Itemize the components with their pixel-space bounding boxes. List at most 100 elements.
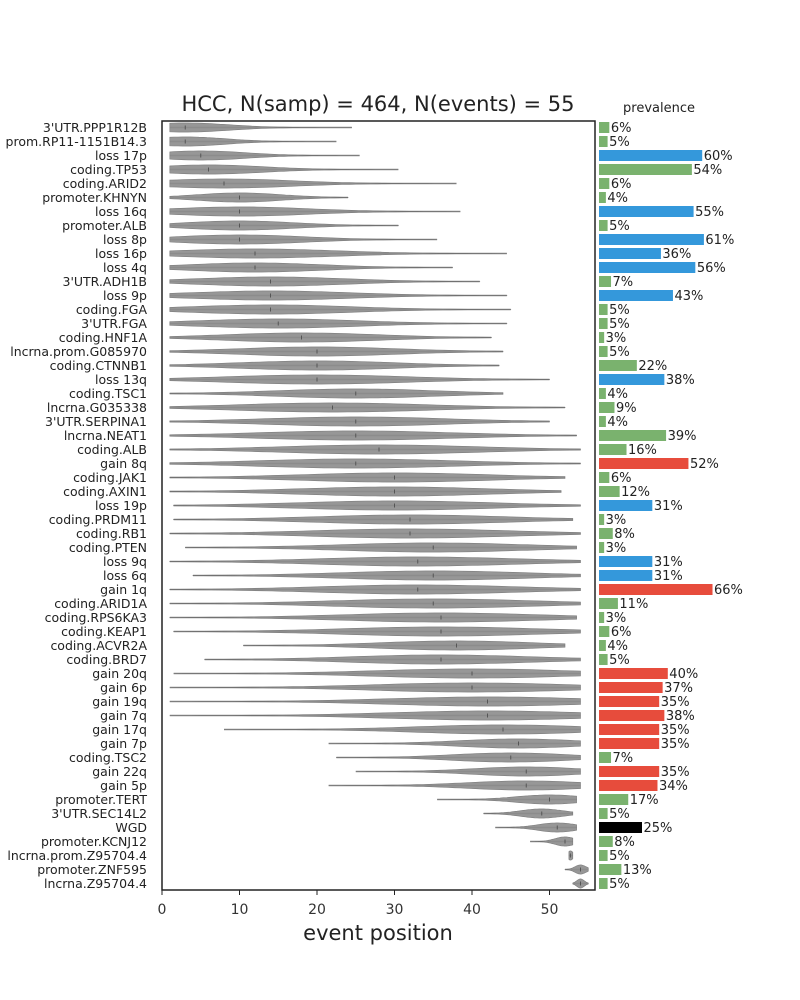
event-label: loss 4q: [103, 260, 147, 275]
prevalence-bar: [599, 234, 704, 245]
event-label: gain 22q: [92, 764, 147, 779]
prevalence-bar: [599, 262, 696, 273]
prevalence-bar: [599, 668, 668, 679]
prevalence-label: 4%: [607, 415, 628, 430]
prevalence-label: 4%: [607, 639, 628, 654]
violin-body: [169, 234, 438, 245]
violin-body: [169, 360, 500, 371]
prevalence-bar: [599, 584, 713, 595]
prevalence-bar: [599, 458, 689, 469]
prevalence-bar: [599, 150, 703, 161]
prevalence-label: 12%: [621, 485, 650, 500]
prevalence-label: 35%: [661, 723, 690, 738]
x-tick-label: 10: [231, 902, 249, 918]
event-label: promoter.TERT: [55, 792, 147, 807]
event-label: lncrna.G035338: [47, 400, 147, 415]
prevalence-bar: [599, 430, 667, 441]
prevalence-bar: [599, 626, 610, 637]
event-label: gain 5p: [100, 778, 147, 793]
prevalence-bar: [599, 290, 673, 301]
prevalence-bar: [599, 248, 661, 259]
violin-body: [169, 430, 577, 441]
event-label: promoter.ZNF595: [37, 862, 147, 877]
prevalence-label: 31%: [654, 499, 683, 514]
prevalence-bar: [599, 570, 653, 581]
prevalence-bar: [599, 710, 665, 721]
prevalence-label: 35%: [661, 695, 690, 710]
prevalence-label: 3%: [606, 513, 627, 528]
prevalence-label: 16%: [628, 443, 657, 458]
prevalence-bar: [599, 598, 618, 609]
prevalence-label: 5%: [609, 303, 630, 318]
violin-body: [483, 808, 574, 819]
event-label: WGD: [115, 820, 147, 835]
event-label: loss 9q: [103, 554, 147, 569]
prevalence-label: 40%: [669, 667, 698, 682]
prevalence-bar: [599, 276, 612, 287]
prevalence-label: 25%: [644, 821, 673, 836]
violin-body: [169, 374, 550, 385]
prevalence-label: 3%: [606, 331, 627, 346]
violin-body: [355, 766, 581, 777]
prevalence-label: 37%: [664, 681, 693, 696]
violin-body: [169, 220, 399, 231]
prevalence-label: 31%: [654, 555, 683, 570]
prevalence-bar: [599, 360, 637, 371]
prevalence-label: 11%: [619, 597, 648, 612]
violin-body: [169, 710, 581, 721]
prevalence-label: 56%: [697, 261, 726, 276]
violin-body: [224, 724, 581, 735]
x-tick-label: 40: [463, 902, 481, 918]
violin-body: [169, 486, 562, 497]
x-axis-label: event position: [303, 921, 453, 945]
prevalence-bar: [599, 696, 660, 707]
prevalence-label: 61%: [705, 233, 734, 248]
prevalence-label: 5%: [609, 877, 630, 892]
prevalence-label: 6%: [611, 177, 632, 192]
violin-body: [169, 164, 399, 175]
prevalence-bar: [599, 178, 610, 189]
prevalence-bar: [599, 640, 606, 651]
prevalence-bars: 6%5%60%54%6%4%55%5%61%36%56%7%43%5%5%3%5…: [599, 121, 743, 892]
event-label: coding.PTEN: [69, 540, 147, 555]
event-label: 3'UTR.FGA: [81, 316, 147, 331]
violin-body: [169, 304, 512, 315]
prevalence-bar: [599, 332, 605, 343]
prevalence-label: 38%: [666, 709, 695, 724]
x-axis-ticks: 0 10 20 30 40 50: [158, 890, 558, 918]
violin-body: [173, 626, 581, 637]
prevalence-label: 8%: [614, 835, 635, 850]
violin-body: [243, 640, 566, 651]
violin-body: [204, 654, 581, 665]
prevalence-label: 5%: [609, 219, 630, 234]
event-label: loss 16p: [95, 246, 147, 261]
prevalence-bar: [599, 136, 608, 147]
prevalence-label: 13%: [623, 863, 652, 878]
event-label: coding.ACVR2A: [50, 638, 147, 653]
violin-body: [169, 318, 508, 329]
violin-body: [437, 794, 577, 805]
violin-body: [192, 570, 581, 581]
prevalence-bar: [599, 486, 620, 497]
prevalence-bar: [599, 654, 608, 665]
prevalence-bar: [599, 528, 613, 539]
violin-body: [169, 206, 461, 217]
prevalence-bar: [599, 850, 608, 861]
event-label: coding.TP53: [70, 162, 147, 177]
prevalence-bar: [599, 542, 605, 553]
prevalence-bar: [599, 206, 694, 217]
violin-body: [169, 122, 352, 133]
prevalence-label: 7%: [613, 751, 634, 766]
prevalence-bar: [599, 444, 627, 455]
event-label: coding.BRD7: [66, 652, 147, 667]
event-label: 3'UTR.PPP1R12B: [43, 120, 147, 135]
prevalence-label: 6%: [611, 471, 632, 486]
prevalence-bar: [599, 164, 692, 175]
event-label: gain 20q: [92, 666, 147, 681]
prevalence-bar: [599, 346, 608, 357]
violin-body: [169, 262, 453, 273]
prevalence-label: 17%: [630, 793, 659, 808]
event-label: lncrna.prom.Z95704.4: [7, 848, 147, 863]
event-label: coding.TSC2: [69, 750, 147, 765]
